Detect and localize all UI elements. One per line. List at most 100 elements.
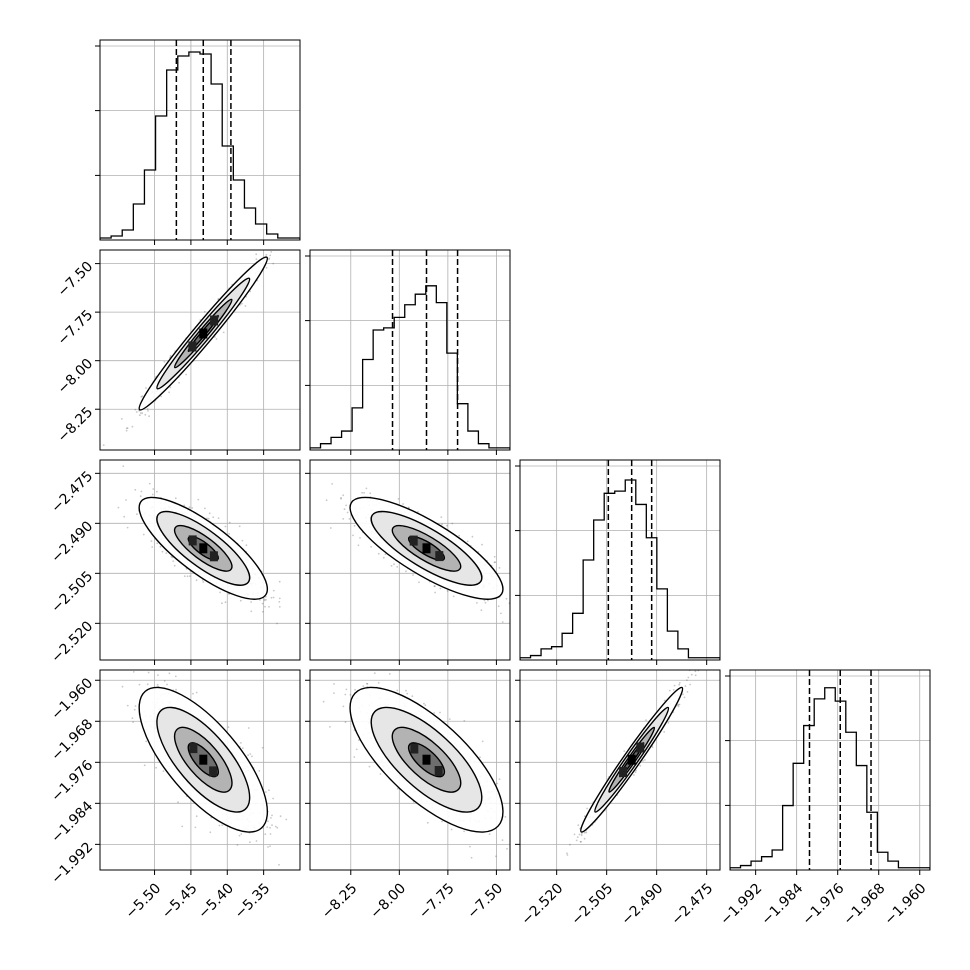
sample-point [463,830,465,833]
sample-point [227,726,230,728]
sample-point [402,503,404,505]
sample-point [390,565,393,567]
sample-point [476,602,478,604]
x-tick-label: −5.35 [232,880,274,922]
sample-point [268,789,270,792]
sample-point [469,845,471,848]
sample-point [221,824,224,826]
sample-point [156,542,159,545]
sample-point [440,516,443,518]
sample-point [123,515,126,518]
sample-point [139,495,142,498]
sample-point [278,863,280,866]
sample-point [377,682,380,684]
sample-point [434,591,436,594]
sample-point [331,483,333,485]
sample-point [131,717,134,720]
sample-point [265,254,268,256]
sample-point [495,855,497,858]
sample-point [174,497,177,500]
sample-point [439,587,442,590]
sample-point [183,504,186,507]
sample-point [694,674,697,677]
sample-point [120,418,123,420]
sample-point [417,511,419,513]
sample-point [281,246,283,248]
density-peak [199,543,208,554]
sample-point [169,355,172,357]
sample-point [147,410,149,412]
sample-point [322,700,325,703]
axes-frame [519,459,721,661]
sample-point [406,692,409,695]
sample-point [493,555,496,558]
sample-point [340,497,342,500]
sample-point [136,513,138,516]
y-tick-label: −2.490 [48,518,96,566]
sample-point [152,488,155,490]
sample-point [222,331,225,334]
sample-point [173,564,176,567]
sample-point [333,692,335,694]
axes-frame [99,39,301,241]
sample-point [396,787,399,790]
sample-point [278,601,281,603]
sample-point [156,683,159,686]
sample-point [446,524,448,527]
sample-point [265,791,267,793]
sample-point [348,518,351,520]
sample-point [195,691,198,694]
sample-point [452,595,455,598]
axes-frame [309,249,511,451]
sample-point [271,824,273,826]
sample-point [505,597,508,600]
sample-point [217,517,220,519]
sample-point [506,848,508,850]
sample-point [329,527,332,529]
sample-point [121,685,124,688]
panel-1-0: −8.25−8.00−7.75−7.50 [55,246,301,455]
sample-point [262,610,264,613]
sample-point [228,533,231,535]
panel-0-0 [95,39,301,245]
y-tick-label: −8.25 [55,404,97,446]
sample-point [263,598,266,601]
sample-point [288,883,290,885]
sample-point [269,833,272,835]
sample-point [209,831,212,834]
sample-point [690,673,693,676]
sample-point [172,560,175,562]
sample-point [134,488,137,491]
y-tick-label: −7.50 [55,259,97,301]
axes-frame [99,249,301,451]
sample-point [494,561,497,564]
y-tick-label: −2.505 [48,568,96,616]
density-peak [189,743,198,754]
sample-point [169,386,172,389]
sample-point [382,556,385,559]
sample-point [488,833,491,835]
x-tick-label: −8.00 [367,880,409,922]
histogram-step [520,479,720,660]
axes-frame [99,669,301,871]
sample-point [269,826,271,829]
density-peak [422,754,431,765]
sample-point [481,740,484,743]
density-peak [410,743,419,754]
sample-point [466,540,469,543]
sample-point [133,708,136,711]
sample-point [274,825,277,828]
sample-point [433,585,436,588]
y-tick-label: −1.992 [48,839,96,887]
sample-point [354,688,356,691]
sample-point [580,833,583,835]
density-contours [349,686,504,833]
sample-point [134,408,137,411]
sample-point [265,267,268,269]
density-peak [209,551,218,562]
sample-point [434,585,436,588]
sample-point [357,544,360,547]
y-tick-label: −2.520 [48,618,96,666]
sample-point [150,540,153,542]
histogram-step [100,51,300,240]
